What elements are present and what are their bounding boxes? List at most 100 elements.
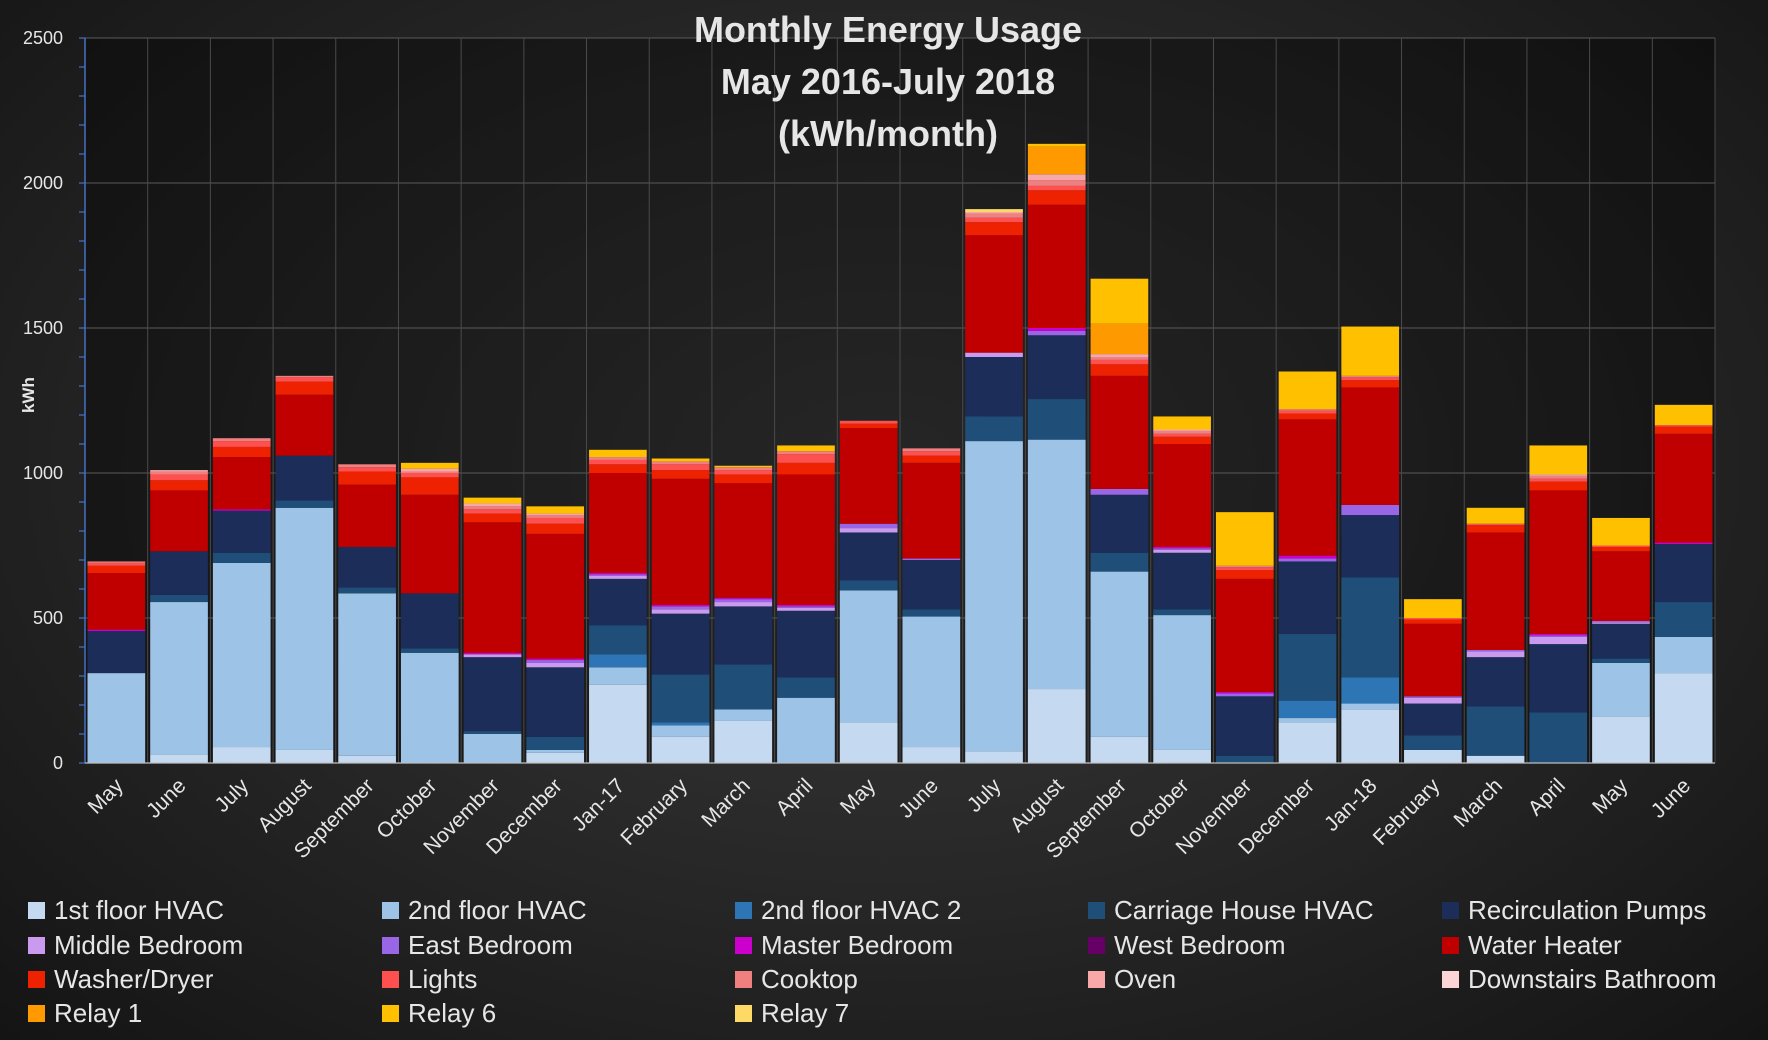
bar-segment: [87, 629, 146, 632]
bar-segment: [1090, 736, 1149, 763]
bar-segment: [1654, 542, 1713, 545]
bar-segment: [1654, 404, 1713, 426]
legend-label: Carriage House HVAC: [1114, 895, 1374, 925]
bar-segment: [463, 734, 522, 763]
legend-label: Washer/Dryer: [54, 964, 214, 994]
bar-segment: [1027, 146, 1086, 175]
bar-segment: [338, 546, 396, 588]
bar-segment: [1278, 558, 1337, 562]
legend-swatch: [735, 902, 752, 919]
bar-segment: [1090, 375, 1149, 489]
bar-segment: [1027, 174, 1086, 181]
bar-segment: [1529, 478, 1588, 482]
bar-segment: [965, 416, 1023, 442]
bar-segment: [714, 597, 773, 600]
bar-segment: [714, 465, 773, 468]
bar-segment: [150, 471, 208, 475]
bar-segment: [212, 552, 271, 563]
bar-segment: [1404, 749, 1462, 763]
bar-segment: [526, 515, 585, 518]
bar-segment: [87, 562, 146, 566]
bar-segment: [338, 467, 396, 472]
bar-segment: [1592, 620, 1650, 623]
legend-label: 2nd floor HVAC 2: [761, 895, 961, 925]
legend-label: 2nd floor HVAC: [408, 895, 587, 925]
bar-segment: [1592, 658, 1650, 663]
bar-segment: [1278, 409, 1337, 411]
bar-segment: [589, 578, 647, 626]
bar-segment: [1278, 633, 1337, 701]
bar-segment: [651, 464, 710, 471]
bar-segment: [1592, 546, 1650, 552]
bar-segment: [275, 375, 334, 378]
bar-segment: [400, 593, 459, 649]
bar-segment: [714, 664, 773, 710]
bar-segment: [1529, 481, 1588, 491]
bar-segment: [463, 513, 522, 523]
bar-segment: [87, 565, 146, 574]
bar-segment: [902, 747, 961, 763]
bar-segment: [1153, 609, 1211, 616]
legend-swatch: [1088, 902, 1105, 919]
bar-segment: [1215, 755, 1274, 763]
bar-segment: [1341, 380, 1400, 388]
bar-segment: [1404, 696, 1462, 698]
bar-segment: [338, 471, 396, 485]
bar-segment: [1153, 430, 1211, 434]
bar-segment: [651, 458, 710, 462]
x-tick-label: June: [142, 774, 190, 822]
bar-segment: [87, 631, 146, 674]
bar-segment: [1090, 364, 1149, 376]
bar-segment: [212, 562, 271, 748]
bar-segment: [1404, 735, 1462, 750]
bar-segment: [212, 438, 271, 442]
bar-segment: [714, 474, 773, 484]
bar-segment: [651, 725, 710, 737]
bar-segment: [1341, 577, 1400, 678]
legend-swatch: [1442, 937, 1459, 954]
x-tick-label: March: [1450, 774, 1508, 832]
legend-label: East Bedroom: [408, 930, 573, 960]
bar-segment: [902, 448, 961, 452]
bar-segment: [1529, 712, 1588, 763]
bar-segment: [463, 503, 522, 507]
bar-segment: [651, 609, 710, 614]
bar-segment: [1278, 722, 1337, 763]
bar-segment: [1027, 328, 1086, 331]
bar-segment: [1654, 426, 1713, 434]
x-tick-label: May: [84, 774, 129, 819]
bar-segment: [839, 580, 898, 591]
bar-segment: [526, 506, 585, 514]
bar-segment: [275, 455, 334, 501]
bar-segment: [651, 461, 710, 465]
bar-segment: [777, 445, 835, 452]
bar-segment: [526, 749, 585, 753]
bar-segment: [463, 506, 522, 510]
legend-swatch: [1442, 902, 1459, 919]
bar-segment: [1090, 323, 1149, 355]
bar-segment: [714, 720, 773, 763]
bar-segment: [1592, 545, 1650, 547]
bar-segment: [338, 587, 396, 594]
x-tick-label: May: [836, 774, 881, 819]
bar-segment: [526, 736, 585, 750]
bar-segment: [1654, 433, 1713, 543]
bar-segment: [526, 523, 585, 534]
bar-segment: [1278, 718, 1337, 723]
bar-segment: [1592, 551, 1650, 621]
bar-segment: [1592, 623, 1650, 659]
x-tick-label: Jan-18: [1320, 774, 1382, 836]
bar-segment: [777, 462, 835, 475]
bar-segment: [839, 528, 898, 533]
bar-segment: [965, 751, 1023, 763]
bar-segment: [714, 467, 773, 471]
bar-segment: [1090, 552, 1149, 572]
bar-segment: [1466, 706, 1525, 756]
bar-segment: [275, 381, 334, 395]
bar-segment: [1341, 387, 1400, 505]
bar-segment: [1090, 354, 1149, 357]
bar-segment: [1027, 439, 1086, 690]
bar-segment: [526, 658, 585, 661]
bar-segment: [1404, 697, 1462, 704]
